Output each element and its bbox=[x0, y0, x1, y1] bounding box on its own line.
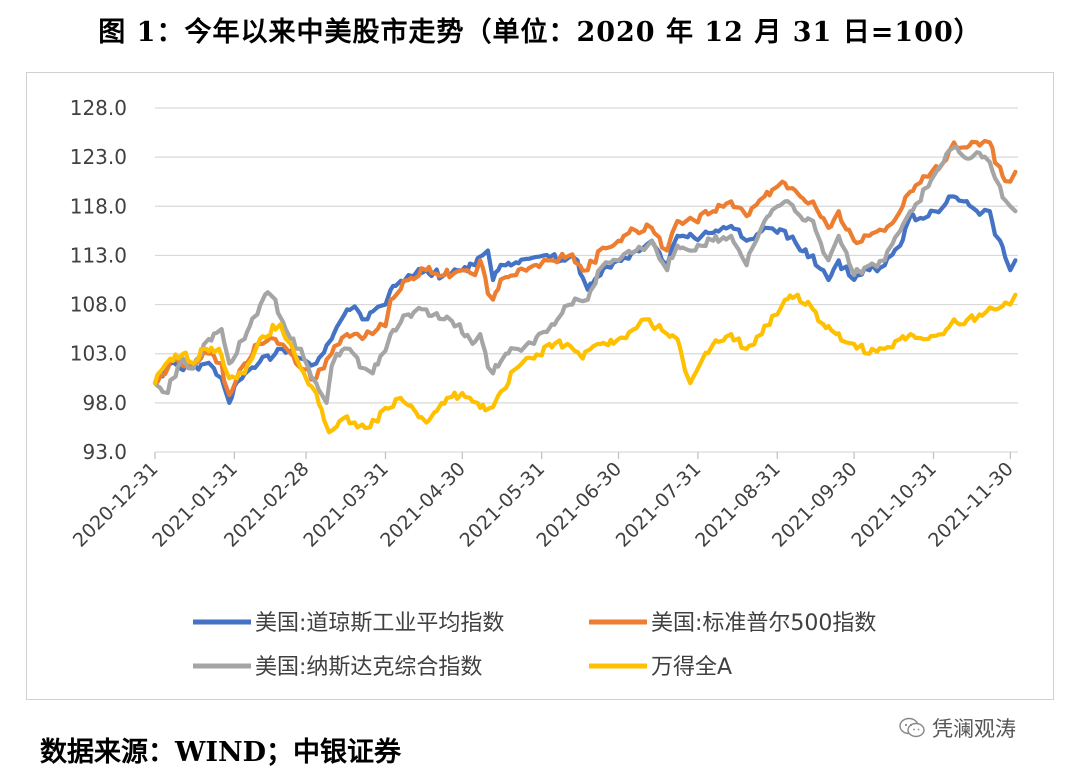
series-line bbox=[152, 144, 1018, 405]
legend-label: 美国:标准普尔500指数 bbox=[651, 611, 876, 636]
y-tick-label: 118.0 bbox=[70, 194, 127, 218]
y-tick-label: 113.0 bbox=[70, 243, 127, 267]
wechat-icon bbox=[899, 717, 925, 738]
chart-frame bbox=[26, 72, 1054, 700]
y-axis-tick-labels: 128.0 123.0 118.0 113.0 108.0 103.0 98.0 93.0 bbox=[70, 96, 127, 464]
y-tick-label: 103.0 bbox=[70, 342, 127, 366]
series-lines bbox=[152, 138, 1018, 435]
series-line bbox=[152, 292, 1018, 435]
legend-label: 万得全A bbox=[651, 655, 732, 680]
x-axis-tick-labels: 2020-12-312021-01-312021-02-282021-03-31… bbox=[69, 458, 1018, 552]
legend-label: 美国:道琼斯工业平均指数 bbox=[255, 611, 504, 636]
y-tick-label: 93.0 bbox=[82, 440, 127, 464]
figure-title: 图 1：今年以来中美股市走势（单位：2020 年 12 月 31 日=100） bbox=[98, 17, 982, 48]
legend-label: 美国:纳斯达克综合指数 bbox=[255, 655, 482, 680]
watermark: 凭澜观涛 bbox=[898, 713, 1016, 743]
y-tick-label: 98.0 bbox=[82, 391, 127, 415]
watermark-text: 凭澜观涛 bbox=[932, 717, 1016, 741]
y-tick-label: 128.0 bbox=[70, 96, 127, 120]
y-tick-label: 108.0 bbox=[70, 293, 127, 317]
y-tick-label: 123.0 bbox=[70, 145, 127, 169]
source-note: 数据来源：WIND；中银证券 bbox=[40, 737, 402, 768]
